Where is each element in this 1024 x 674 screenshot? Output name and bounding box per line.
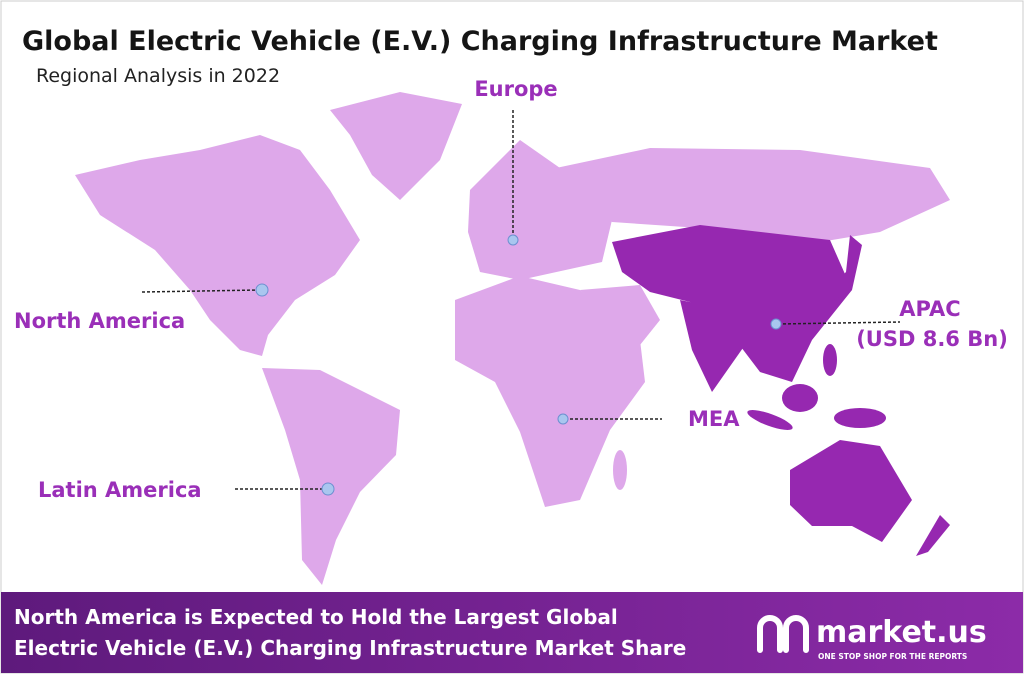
apac-shape	[612, 225, 852, 382]
region-label: Latin America	[38, 478, 202, 502]
sumatra-shape	[747, 410, 793, 430]
marker-dot	[321, 482, 335, 496]
philippines-shape	[823, 344, 837, 376]
new-guinea-shape	[834, 408, 886, 428]
greenland-shape	[330, 92, 462, 200]
japan-shape	[826, 235, 862, 302]
marker-dot	[557, 413, 569, 425]
subtitle: Regional Analysis in 2022	[36, 65, 280, 87]
borneo-shape	[782, 384, 818, 412]
title: Global Electric Vehicle (E.V.) Charging …	[22, 26, 938, 57]
region-label: Europe	[474, 77, 557, 101]
logo-tagline: ONE STOP SHOP FOR THE REPORTS	[818, 652, 967, 661]
footer-band	[1, 592, 1023, 673]
north-america-shape	[75, 135, 360, 356]
new-zealand-shape	[916, 515, 950, 556]
marker-dot	[770, 318, 782, 330]
logo-icon	[757, 615, 809, 653]
region-value: (USD 8.6 Bn)	[856, 327, 1008, 351]
footer-text: Electric Vehicle (E.V.) Charging Infrast…	[14, 636, 686, 660]
africa-shape	[455, 276, 645, 507]
europe-shape	[468, 140, 612, 280]
australia-shape	[790, 440, 912, 542]
logo-name: market.us	[816, 615, 987, 650]
marker-dot	[507, 234, 519, 246]
marker-dot	[255, 283, 269, 297]
madagascar-shape	[613, 450, 627, 490]
region-label: North America	[14, 309, 185, 333]
leaders	[141, 110, 901, 496]
region-label: MEA	[688, 407, 740, 431]
region-label: APAC	[899, 297, 960, 321]
latin-america-shape	[262, 368, 400, 585]
leader-line	[777, 321, 901, 325]
footer-text: North America is Expected to Hold the La…	[14, 605, 618, 629]
middle-east-shape	[580, 285, 660, 345]
north-asia-shape	[556, 148, 950, 242]
india-shape	[680, 300, 745, 392]
logo: market.us ONE STOP SHOP FOR THE REPORTS	[757, 615, 987, 661]
world-map	[75, 92, 950, 585]
